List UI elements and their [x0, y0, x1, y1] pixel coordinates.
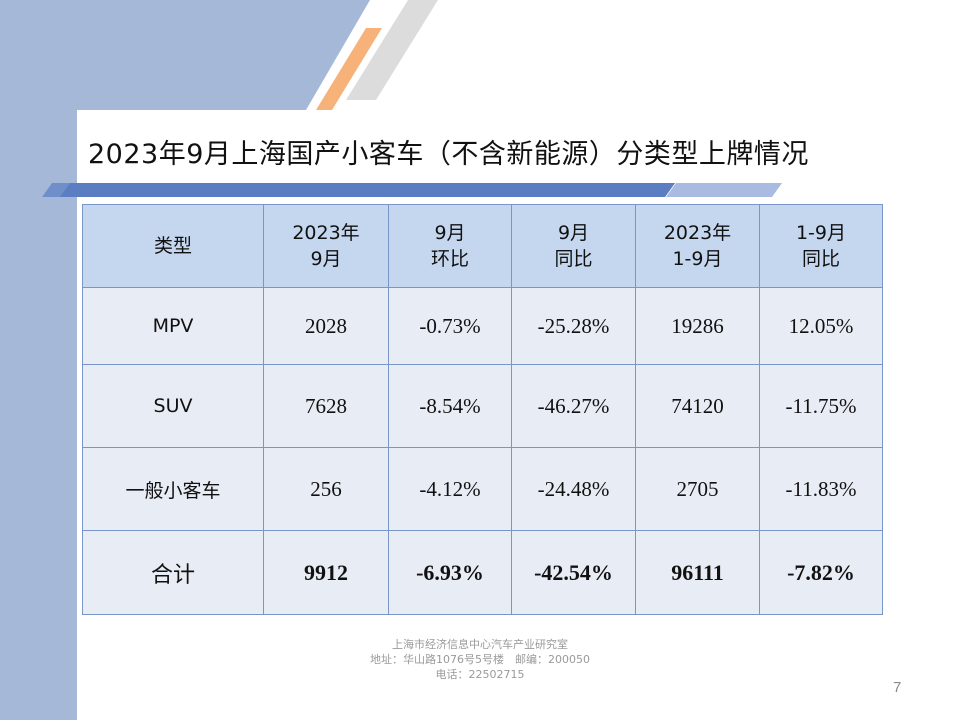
footer-org: 上海市经济信息中心汽车产业研究室	[392, 638, 568, 651]
cell-value: 2705	[635, 447, 760, 531]
cell-value: -8.54%	[388, 364, 512, 448]
header-ytd-yoy: 1-9月同比	[759, 204, 883, 288]
title-bar-light	[666, 183, 782, 197]
cell-value: 7628	[263, 364, 389, 448]
row-label-sedan: 一般小客车	[82, 447, 264, 531]
cell-value: 2028	[263, 287, 389, 365]
orange-stripe	[316, 28, 382, 110]
cell-value: 96111	[635, 530, 760, 615]
cell-value: 256	[263, 447, 389, 531]
header-line-1: 9月	[434, 222, 466, 244]
row-label-total: 合计	[82, 530, 264, 615]
header-line-2: 同比	[801, 248, 840, 270]
cell-value: -6.93%	[388, 530, 512, 615]
header-line-1: 1-9月	[795, 222, 847, 244]
page-title: 2023年9月上海国产小客车（不含新能源）分类型上牌情况	[88, 139, 809, 170]
cell-value: 12.05%	[759, 287, 883, 365]
cell-value: -11.75%	[759, 364, 883, 448]
cell-value: -42.54%	[511, 530, 636, 615]
cell-value: -0.73%	[388, 287, 512, 365]
cell-value: -24.48%	[511, 447, 636, 531]
row-label-suv: SUV	[82, 364, 264, 448]
title-underline-bar	[42, 183, 782, 197]
table-header-row: 类型 2023年 9月 9月 环比 9月 同比 2023年 1-9月 1-9月 同比	[82, 204, 883, 288]
header-blue-band	[0, 0, 370, 110]
left-sidebar-band	[0, 0, 77, 720]
table-total-row: 合计 9912 -6.93% -42.54% 96111 -7.82%	[82, 530, 883, 615]
cell-value: -25.28%	[511, 287, 636, 365]
header-line-2: 环比	[430, 248, 469, 270]
page-number: 7	[893, 679, 902, 696]
cell-value: -46.27%	[511, 364, 636, 448]
gray-stripe	[346, 0, 438, 100]
registration-table: 类型 2023年 9月 9月 环比 9月 同比 2023年 1-9月 1-9月 同比 MP…	[82, 204, 883, 615]
cell-value: -11.83%	[759, 447, 883, 531]
title-bar-main	[60, 183, 675, 197]
table-row: 一般小客车 256 -4.12% -24.48% 2705 -11.83%	[82, 447, 883, 531]
header-sep-yoy: 9月同比	[511, 204, 636, 288]
header-type-label: 类型	[153, 235, 192, 257]
footer-address: 地址：华山路1076号5号楼 邮编：200050	[370, 653, 590, 666]
header-ytd-volume: 2023年 1-9月	[635, 204, 760, 288]
header-line-1: 9月	[557, 222, 590, 244]
cell-value: -7.82%	[759, 530, 883, 615]
header-decoration	[0, 0, 438, 110]
header-sep-mom: 9月环比	[388, 204, 512, 288]
table-row: SUV 7628 -8.54% -46.27% 74120 -11.75%	[82, 364, 883, 448]
cell-value: 19286	[635, 287, 760, 365]
header-type: 类型	[82, 204, 264, 288]
footer-phone: 电话：22502715	[435, 668, 525, 681]
cell-value: 74120	[635, 364, 760, 448]
header-line-2: 9月	[310, 248, 342, 270]
row-label-mpv: MPV	[82, 287, 264, 365]
header-line-1: 2023年	[663, 222, 732, 244]
cell-value: -4.12%	[388, 447, 512, 531]
cell-value: 9912	[263, 530, 389, 615]
header-sep-volume: 2023年 9月	[263, 204, 389, 288]
header-line-2: 1-9月	[672, 248, 723, 270]
header-line-1: 2023年	[292, 222, 360, 244]
table-row: MPV 2028 -0.73% -25.28% 19286 12.05%	[82, 287, 883, 365]
header-line-2: 同比	[554, 248, 593, 270]
